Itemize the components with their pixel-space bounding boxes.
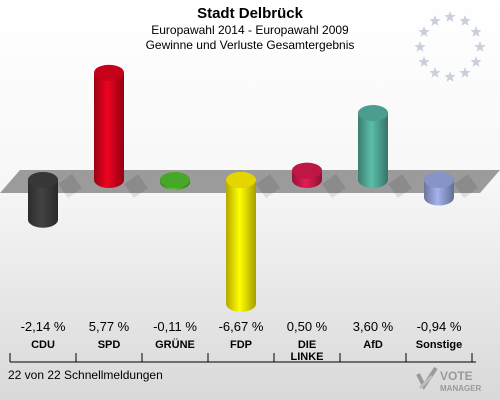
category-label: AfD — [363, 339, 383, 351]
value-label: 3,60 % — [353, 319, 394, 334]
bar-sonstige — [424, 172, 478, 206]
bar-grüne — [160, 172, 190, 191]
category-label: Sonstige — [416, 339, 462, 351]
bar-cdu — [28, 172, 82, 228]
bar-spd — [94, 64, 148, 198]
logo-line-1: VOTE — [440, 369, 473, 383]
bar-afd — [358, 105, 412, 198]
eu-star — [444, 11, 456, 22]
category-label: GRÜNE — [155, 338, 195, 351]
category-label: DIE — [298, 339, 316, 351]
eu-star — [444, 71, 456, 82]
votemanager-logo: VOTE MANAGER — [416, 366, 482, 393]
value-label: -0,11 % — [153, 319, 197, 334]
category-label: CDU — [31, 339, 55, 351]
eu-star — [418, 26, 430, 37]
value-label: -6,67 % — [219, 319, 264, 334]
chart-title: Stadt Delbrück — [197, 5, 303, 22]
value-label: -0,94 % — [417, 319, 462, 334]
value-label: 0,50 % — [287, 319, 328, 334]
bar-fdp — [226, 172, 280, 312]
chart-subtitle-1: Europawahl 2014 - Europawahl 2009 — [151, 23, 349, 37]
eu-star — [470, 26, 482, 37]
eu-star — [429, 67, 441, 78]
eu-star — [470, 56, 482, 67]
bar-die-linke — [292, 162, 346, 198]
logo-line-2: MANAGER — [440, 384, 482, 393]
category-label: FDP — [230, 339, 252, 351]
eu-star — [414, 41, 426, 52]
value-label: 5,77 % — [89, 319, 130, 334]
eu-star — [459, 67, 471, 78]
eu-star — [429, 15, 441, 26]
eu-stars-icon — [414, 11, 486, 82]
category-label: LINKE — [291, 351, 324, 363]
footer-text: 22 von 22 Schnellmeldungen — [8, 368, 163, 382]
vote-check-icon — [416, 366, 438, 390]
category-label: SPD — [98, 339, 121, 351]
chart-subtitle-2: Gewinne und Verluste Gesamtergebnis — [145, 38, 355, 52]
eu-star — [459, 15, 471, 26]
eu-star — [474, 41, 486, 52]
eu-star — [418, 56, 430, 67]
value-label: -2,14 % — [21, 319, 66, 334]
